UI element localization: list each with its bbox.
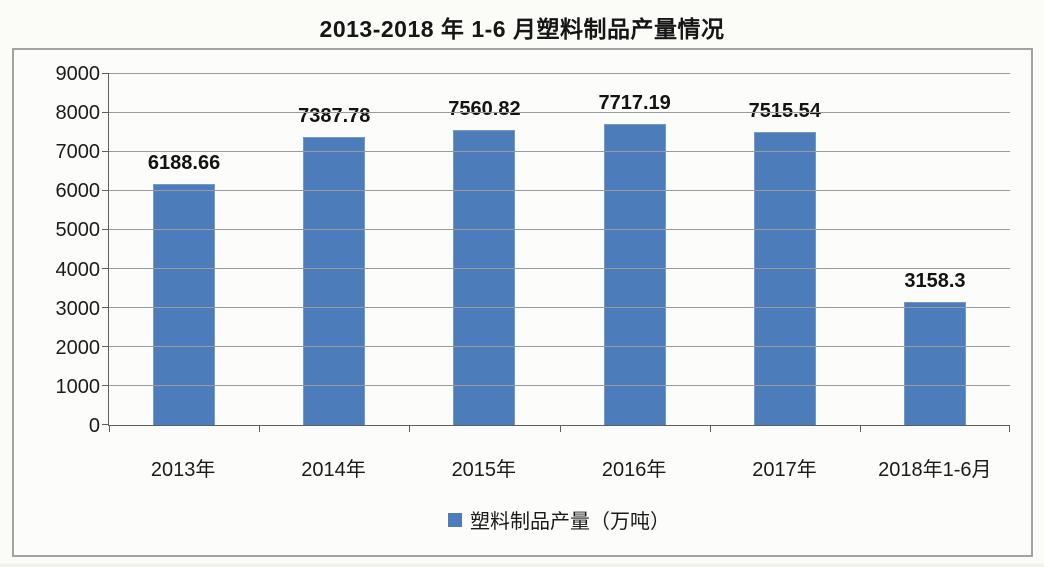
y-tick-0 bbox=[102, 424, 109, 425]
y-axis-label-9000: 9000 bbox=[55, 63, 101, 85]
bar-2018年1-6月 bbox=[903, 301, 966, 425]
y-tick-3000 bbox=[102, 307, 109, 308]
x-tick-6 bbox=[1009, 425, 1010, 432]
legend-label: 塑料制品产量（万吨） bbox=[470, 511, 670, 533]
gridline-5000 bbox=[109, 229, 1010, 230]
bar-slot-2018年1-6月: 3158.3 bbox=[860, 74, 1010, 425]
bar-slots: 6188.66 7387.78 7560.82 7717.19 7515.54 3158.… bbox=[109, 74, 1010, 425]
y-axis-label-5000: 5000 bbox=[55, 219, 101, 242]
x-tick-1 bbox=[259, 425, 261, 432]
x-axis-label-2018年1-6月: 2018年1-6月 bbox=[878, 459, 992, 481]
x-tick-0 bbox=[109, 425, 110, 432]
plot-area: 6188.66 7387.78 7560.82 7717.19 7515.54 3158.… bbox=[102, 73, 1010, 432]
y-tick-6000 bbox=[102, 190, 109, 191]
bar-2015年 bbox=[453, 130, 516, 425]
bar-2017年 bbox=[753, 131, 816, 425]
bottom-strip bbox=[0, 563, 1044, 567]
y-axis-label-2000: 2000 bbox=[55, 336, 101, 359]
gridline-4000 bbox=[109, 268, 1010, 270]
x-tick-2 bbox=[409, 425, 411, 432]
x-axis-label-2015年: 2015年 bbox=[451, 459, 517, 481]
bar-value-label-2017年: 7515.54 bbox=[748, 99, 821, 122]
gridline-1000 bbox=[109, 385, 1010, 387]
x-axis-label-2016年: 2016年 bbox=[601, 459, 667, 481]
bar-value-label-2014年: 7387.78 bbox=[298, 104, 371, 127]
gridline-8000 bbox=[109, 112, 1010, 114]
bar-2014年 bbox=[303, 136, 366, 425]
y-tick-9000 bbox=[102, 73, 109, 74]
x-axis-label-2014年: 2014年 bbox=[301, 459, 366, 481]
y-axis-labels: 0 1000 2000 3000 4000 5000 6000 7000 8000 9000 bbox=[14, 64, 101, 436]
y-tick-8000 bbox=[102, 112, 109, 114]
chart-box: 0 1000 2000 3000 4000 5000 6000 7000 8000 9000 61… bbox=[12, 48, 1033, 557]
bar-value-label-2013年: 6188.66 bbox=[147, 151, 221, 174]
y-tick-4000 bbox=[102, 268, 109, 270]
y-axis-label-7000: 7000 bbox=[55, 141, 101, 164]
bar-2016年 bbox=[603, 124, 666, 425]
y-tick-2000 bbox=[102, 346, 109, 348]
x-axis-labels: 2013年 2014年 2015年 2016年 2017年 2018年1-6月 bbox=[108, 445, 1010, 481]
y-axis-label-6000: 6000 bbox=[55, 180, 101, 203]
bar-value-label-2015年: 7560.82 bbox=[448, 98, 521, 121]
gridline-9000 bbox=[109, 73, 1010, 74]
y-axis-label-3000: 3000 bbox=[55, 297, 101, 320]
y-tick-1000 bbox=[102, 385, 109, 387]
bar-value-label-2018年1-6月: 3158.3 bbox=[904, 269, 966, 292]
bar-value-label-2016年: 7717.19 bbox=[598, 92, 671, 115]
legend: 塑料制品产量（万吨） bbox=[108, 505, 1010, 534]
x-axis-label-2013年: 2013年 bbox=[150, 459, 216, 481]
y-tick-7000 bbox=[102, 151, 109, 152]
y-axis-label-0: 0 bbox=[88, 415, 100, 437]
gridline-3000 bbox=[109, 307, 1010, 308]
bar-slot-2013年: 6188.66 bbox=[109, 74, 259, 425]
gridline-7000 bbox=[109, 151, 1010, 152]
legend-swatch-icon bbox=[448, 512, 462, 527]
bar-slot-2017年: 7515.54 bbox=[710, 74, 860, 425]
bar-2013年 bbox=[153, 183, 216, 425]
bar-slot-2014年: 7387.78 bbox=[259, 74, 409, 425]
gridline-6000 bbox=[109, 190, 1010, 191]
chart-title: 2013-2018 年 1-6 月塑料制品产量情况 bbox=[319, 16, 725, 42]
bar-slot-2015年: 7560.82 bbox=[409, 74, 559, 425]
x-tick-3 bbox=[559, 425, 561, 432]
y-axis-label-1000: 1000 bbox=[55, 375, 101, 398]
bar-slot-2016年: 7717.19 bbox=[560, 74, 710, 425]
x-tick-4 bbox=[709, 425, 711, 432]
x-axis-label-2017年: 2017年 bbox=[752, 459, 817, 481]
gridline-2000 bbox=[109, 346, 1010, 348]
x-tick-5 bbox=[859, 425, 861, 432]
y-axis-label-4000: 4000 bbox=[55, 258, 101, 281]
y-tick-5000 bbox=[102, 229, 109, 230]
y-axis-label-8000: 8000 bbox=[55, 102, 101, 125]
